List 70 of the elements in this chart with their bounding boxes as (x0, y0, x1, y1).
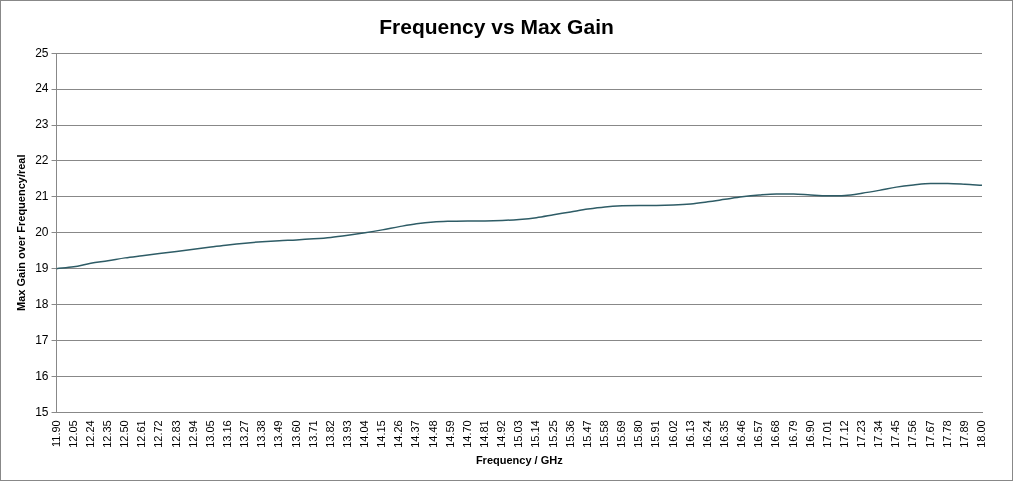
x-tick-label: 12.24 (83, 420, 96, 448)
x-tick-label: 16.24 (700, 420, 713, 448)
x-tick-label: 17.45 (889, 420, 902, 448)
x-tick-label: 14.92 (495, 420, 508, 448)
x-tick-label: 13.60 (289, 420, 302, 448)
x-tick-label: 13.05 (203, 420, 216, 448)
x-tick-label: 14.81 (478, 420, 491, 448)
x-tick-label: 15.69 (615, 420, 628, 448)
x-tick-label: 16.57 (752, 420, 765, 448)
x-tick-label: 14.70 (460, 420, 473, 448)
x-tick-label: 12.50 (118, 420, 131, 448)
x-tick-label: 12.61 (135, 420, 148, 448)
x-tick-label: 15.36 (563, 420, 576, 448)
x-tick-label: 16.13 (683, 420, 696, 448)
x-tick-label: 16.68 (769, 420, 782, 448)
y-tick-label: 18 (35, 296, 49, 311)
x-tick-label: 18.00 (975, 420, 988, 448)
x-tick-label: 17.78 (940, 420, 953, 448)
x-tick-label: 17.89 (957, 420, 970, 448)
x-tick-label: 13.93 (340, 420, 353, 448)
x-tick-label: 17.56 (906, 420, 919, 448)
x-tick-label: 15.14 (529, 420, 542, 448)
x-tick-label: 17.12 (837, 420, 850, 448)
y-tick-label: 22 (35, 153, 49, 168)
x-tick-label: 15.03 (512, 420, 525, 448)
x-tick-label: 15.47 (580, 420, 593, 448)
x-tick-label: 17.01 (820, 420, 833, 448)
x-tick-label: 16.79 (786, 420, 799, 448)
x-tick-label: 15.25 (546, 420, 559, 448)
x-tick-label: 13.38 (255, 420, 268, 448)
x-tick-label: 14.04 (358, 420, 371, 448)
y-tick-label: 19 (35, 260, 49, 275)
x-tick-label: 12.83 (169, 420, 182, 448)
x-tick-label: 14.48 (426, 420, 439, 448)
x-tick-label: 12.35 (100, 420, 113, 448)
x-tick-label: 16.46 (735, 420, 748, 448)
x-axis-title: Frequency / GHz (475, 454, 564, 467)
x-tick-label: 17.34 (872, 420, 885, 448)
y-tick-label: 24 (35, 81, 49, 96)
y-tick-label: 16 (35, 368, 49, 383)
x-tick-label: 16.02 (666, 420, 679, 448)
x-tick-label: 14.26 (392, 420, 405, 448)
y-tick-label: 21 (35, 189, 49, 204)
y-axis-title: Max Gain over Frequency/real (14, 154, 27, 311)
x-tick-label: 15.91 (649, 420, 662, 448)
x-tick-label: 13.71 (306, 420, 319, 448)
y-tick-label: 23 (35, 117, 49, 132)
x-tick-label: 14.15 (375, 420, 388, 448)
x-tick-label: 13.16 (220, 420, 233, 448)
x-tick-label: 17.67 (923, 420, 936, 448)
y-tick-label: 25 (35, 45, 49, 60)
chart-title: Frequency vs Max Gain (379, 15, 614, 39)
x-tick-label: 15.58 (598, 420, 610, 448)
x-tick-label: 11.90 (49, 420, 62, 447)
x-tick-label: 17.23 (855, 420, 868, 448)
x-tick-label: 16.35 (717, 420, 730, 448)
y-tick-label: 15 (35, 404, 49, 419)
x-tick-label: 13.49 (272, 420, 285, 448)
x-tick-label: 14.59 (443, 420, 456, 448)
x-tick-label: 12.05 (66, 420, 79, 448)
line-series (55, 182, 983, 270)
x-tick-label: 13.27 (238, 420, 251, 448)
x-tick-label: 13.82 (323, 420, 336, 448)
x-tick-label: 12.72 (152, 420, 165, 448)
x-tick-label: 16.90 (803, 420, 816, 448)
y-tick-label: 20 (35, 225, 49, 240)
y-tick-label: 17 (35, 332, 49, 347)
x-tick-label: 12.94 (186, 420, 199, 448)
x-tick-label: 14.37 (409, 420, 422, 448)
x-tick-label: 15.80 (632, 420, 645, 448)
